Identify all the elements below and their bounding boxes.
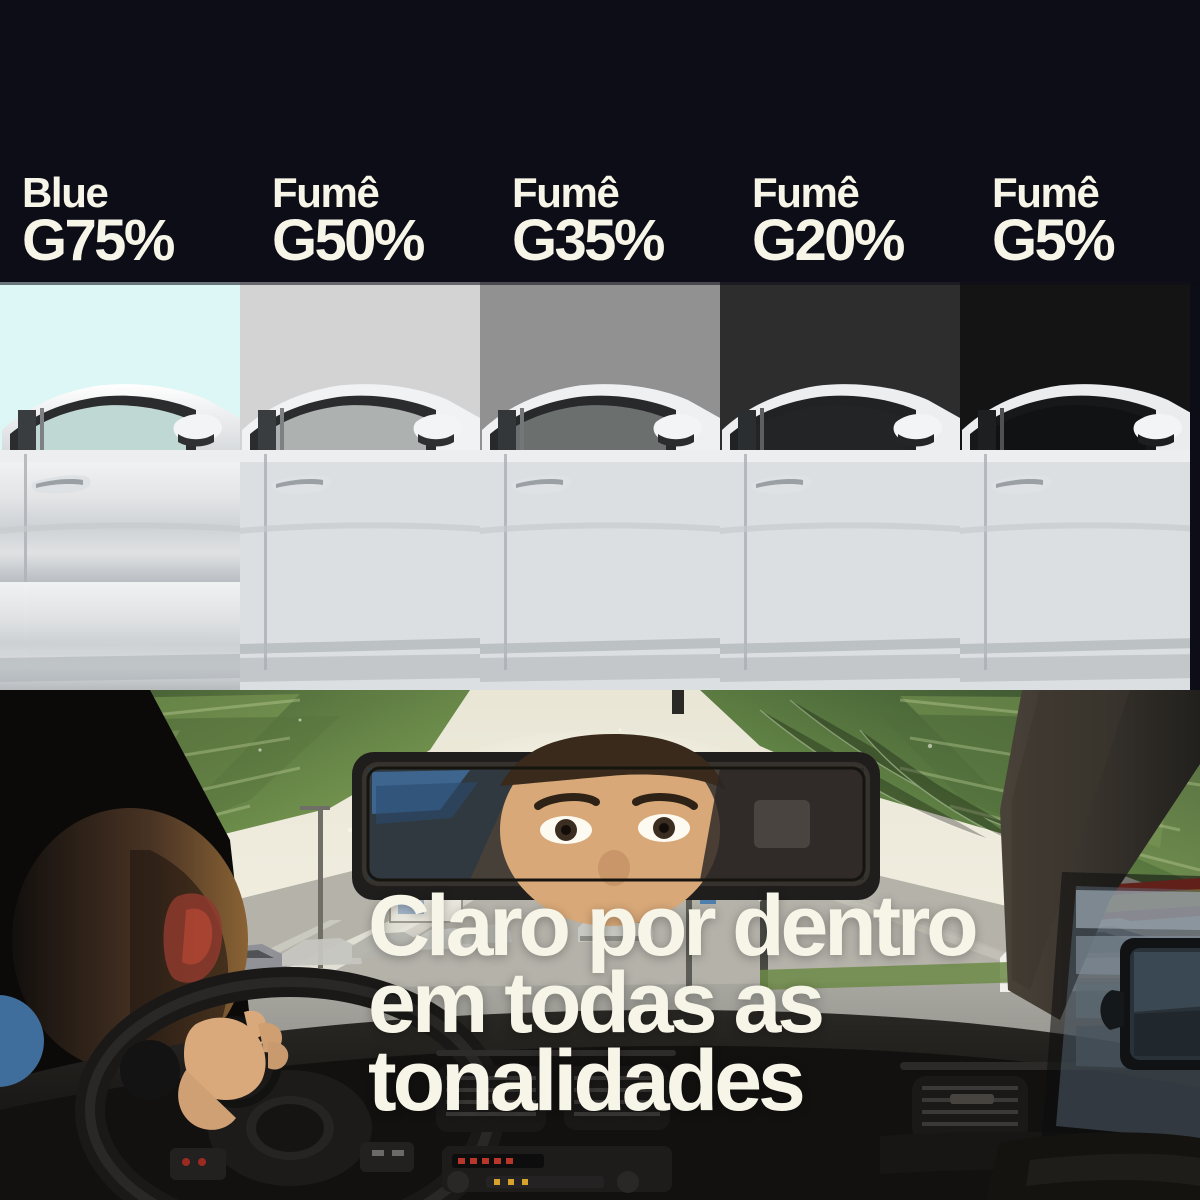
tint-name-3: Fumê [752, 168, 860, 216]
car-door-illustration-4 [960, 282, 1200, 690]
tint-label-band: Blue G75% Fumê G50% Fumê G35% Fumê G20% … [0, 0, 1200, 282]
tint-label-2: Fumê G35% [480, 0, 720, 282]
tint-label-4: Fumê G5% [960, 0, 1200, 282]
tint-name-2: Fumê [512, 168, 620, 216]
strip-top-border [0, 282, 1200, 285]
car-door-illustration-1 [240, 282, 480, 690]
tint-label-0: Blue G75% [0, 0, 240, 282]
tint-name-1: Fumê [272, 168, 380, 216]
tint-grade-4: G5% [992, 207, 1116, 273]
tint-grade-1: G50% [272, 207, 425, 273]
tint-swatch-1[interactable] [240, 282, 480, 690]
tint-grade-2: G35% [512, 207, 665, 273]
tint-name-4: Fumê [992, 168, 1100, 216]
tint-swatch-4[interactable] [960, 282, 1200, 690]
tint-swatch-2[interactable] [480, 282, 720, 690]
tint-label-3: Fumê G20% [720, 0, 960, 282]
strip-right-border [1190, 282, 1200, 690]
tint-grade-0: G75% [22, 207, 175, 273]
tint-swatch-0[interactable] [0, 282, 240, 690]
car-door-illustration-3 [720, 282, 960, 690]
tint-swatch-strip [0, 282, 1200, 690]
car-door-illustration-2 [480, 282, 720, 690]
tint-swatch-3[interactable] [720, 282, 960, 690]
hero-photo [0, 690, 1200, 1200]
tint-grade-3: G20% [752, 207, 905, 273]
tint-label-1: Fumê G50% [240, 0, 480, 282]
tint-name-0: Blue [22, 168, 109, 216]
car-door-illustration-0 [0, 282, 240, 690]
